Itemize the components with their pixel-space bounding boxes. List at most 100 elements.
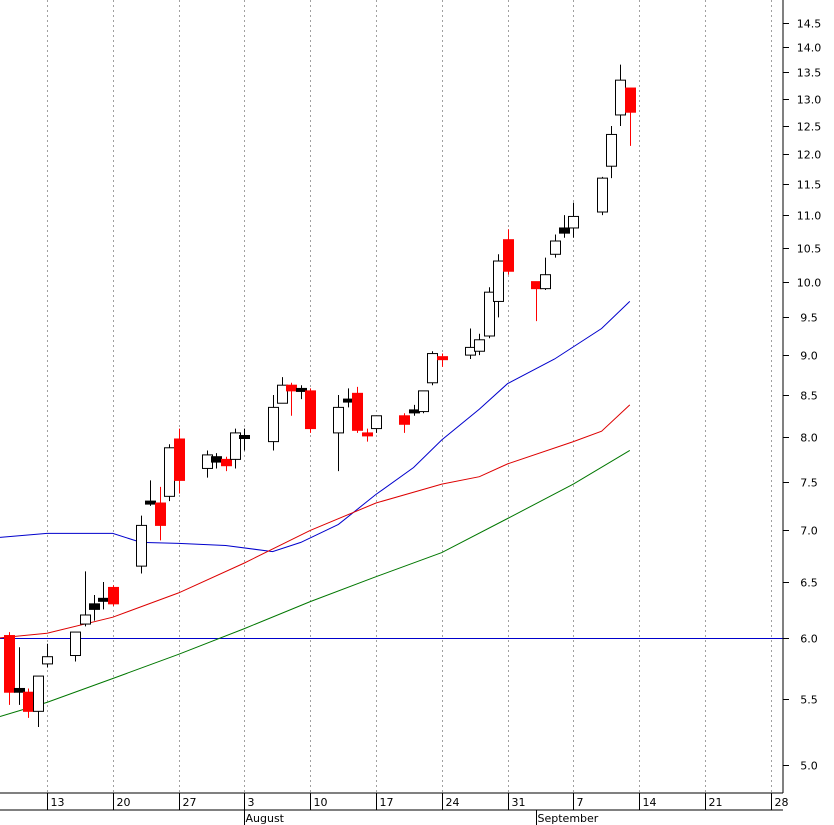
y-tick-label: 14.5 [797,18,822,31]
candle-body [305,390,316,430]
x-axis-ticks: 13 20 27 3 10 17 24 31 7 14 21 28 [47,793,789,810]
moving-average-lines [0,301,631,717]
candle-body [606,133,617,167]
candle [474,333,485,356]
candle-body [211,456,222,463]
candle [89,595,100,621]
x-tick-label: 31 [512,796,526,809]
y-tick-label: 7.5 [800,477,818,490]
candle-body [164,447,175,497]
x-tick-label: 13 [51,796,65,809]
y-tick-label: 9.0 [800,350,818,363]
x-tick-label: 17 [380,796,394,809]
candle-body [98,597,109,602]
candle [540,257,551,291]
candle-body [540,274,551,290]
candle [70,631,81,662]
candle [155,486,166,541]
axes [0,0,784,811]
candle-body [268,406,279,443]
y-tick-label: 5.5 [800,694,818,707]
candle-body [362,432,373,437]
x-tick-label: 21 [709,796,723,809]
candle-body [503,239,514,272]
series-line-sma_long [0,449,631,717]
vertical-grid [47,0,772,793]
y-tick-label: 8.0 [800,432,818,445]
candle-body [145,500,156,505]
candle-body [568,215,579,229]
candle [625,87,636,146]
y-tick-label: 10.5 [797,243,822,256]
candle [503,229,514,275]
candle-body [4,635,15,693]
candle [606,126,617,179]
candle [4,632,15,705]
candle-body [277,384,288,404]
month-label: August [246,812,285,825]
candle-body [371,415,382,430]
month-label: September [538,812,599,825]
candle-body [418,390,429,413]
candle [559,215,570,238]
candle-body [625,87,636,113]
candle-body [155,502,166,526]
candle-body [474,339,485,352]
x-tick-label: 28 [775,796,789,809]
candle-body [333,406,344,434]
y-tick-label: 5.0 [800,760,818,773]
y-tick-label: 12.0 [797,149,822,162]
candle [42,643,53,668]
x-tick-label: 24 [446,796,460,809]
y-tick-label: 14.0 [797,42,822,55]
series-line-sma_mid [0,404,631,639]
x-tick-label: 27 [183,796,197,809]
candle-body [427,353,438,384]
candle [333,394,344,472]
candle [108,585,119,607]
candle-body [221,458,232,467]
candle [164,444,175,502]
x-tick-label: 14 [643,796,657,809]
candle [418,390,429,414]
candle-body [174,438,185,481]
candle [14,647,25,705]
month-labels: August September [244,810,599,825]
candle-body [437,356,448,361]
candle-body [559,227,570,234]
y-tick-label: 13.5 [797,67,822,80]
candle [268,394,279,451]
candle [305,388,316,433]
candle [493,254,504,318]
candle [484,287,495,339]
candle-body [615,79,626,116]
x-tick-label: 20 [117,796,131,809]
candle-body [286,384,297,392]
candle-body [14,687,25,693]
candle-body [89,603,100,610]
candle [80,571,91,627]
candle-body [136,524,147,567]
candle [550,234,561,258]
candle-body [230,432,241,460]
candle-body [239,435,250,440]
candle-body [597,177,608,213]
y-tick-label: 6.0 [800,633,818,646]
y-tick-label: 7.0 [800,525,818,538]
candle [362,428,373,442]
y-tick-label: 6.5 [800,577,818,590]
y-tick-label: 8.5 [800,390,818,403]
candle-body [493,260,504,302]
candle [371,415,382,433]
x-tick-label: 7 [577,796,584,809]
candle [568,202,579,238]
y-tick-label: 12.5 [797,121,822,134]
candle-body [42,656,53,665]
candlesticks [4,64,636,728]
candle-body [108,586,119,605]
candle [352,386,363,433]
candle [399,413,410,433]
candle [296,385,307,400]
y-tick-label: 10.0 [797,277,822,290]
